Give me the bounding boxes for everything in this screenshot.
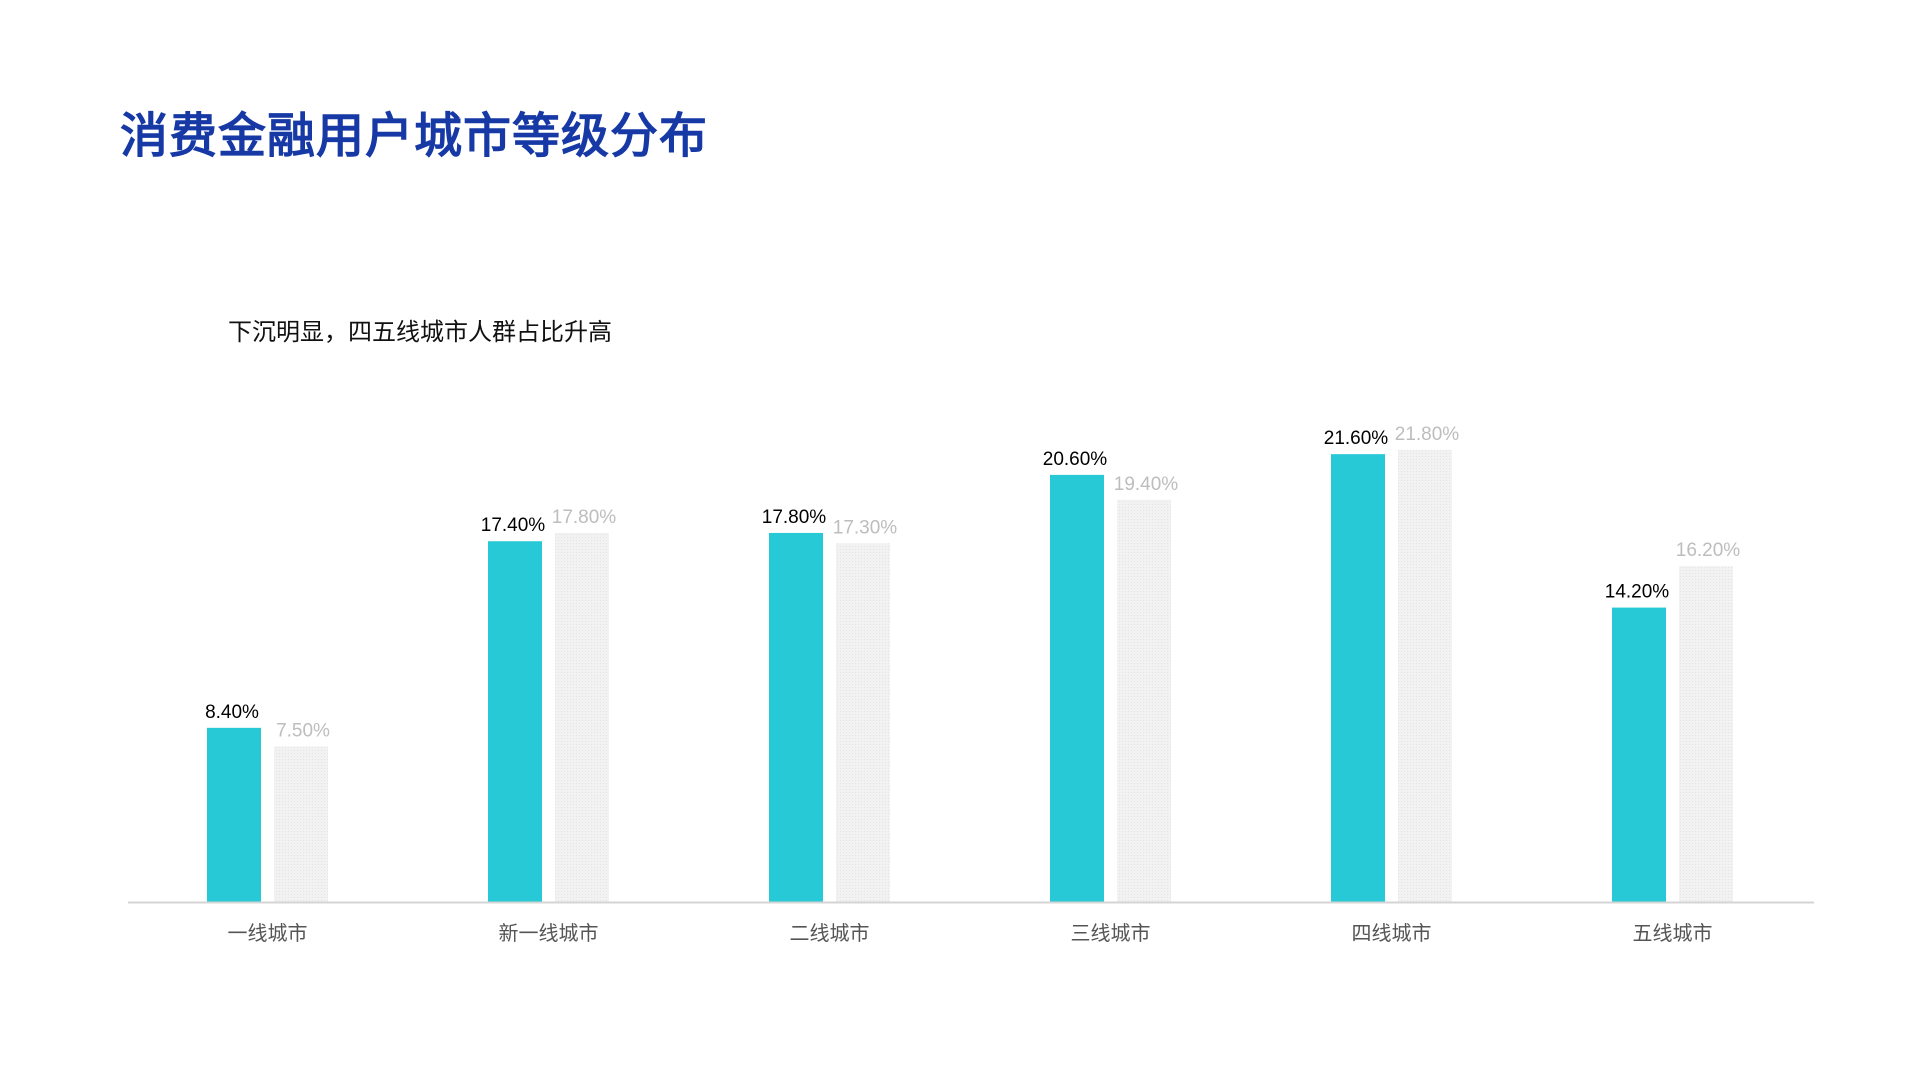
value-label-primary-4: 21.60% bbox=[1324, 428, 1389, 449]
category-label-0: 一线城市 bbox=[228, 921, 308, 945]
value-label-primary-5: 14.20% bbox=[1605, 582, 1670, 603]
value-label-secondary-3: 19.40% bbox=[1114, 474, 1179, 495]
bar-secondary-5 bbox=[1679, 566, 1733, 902]
category-label-3: 三线城市 bbox=[1071, 921, 1151, 945]
value-label-primary-1: 17.40% bbox=[481, 515, 546, 536]
category-label-5: 五线城市 bbox=[1633, 921, 1713, 945]
category-label-1: 新一线城市 bbox=[499, 921, 599, 945]
bar-primary-4 bbox=[1331, 454, 1385, 902]
bar-primary-2 bbox=[769, 532, 823, 902]
value-label-secondary-2: 17.30% bbox=[833, 517, 898, 538]
category-labels-group: 一线城市 新一线城市 二线城市 三线城市 四线城市 五线城市 bbox=[228, 921, 1713, 945]
bar-secondary-4 bbox=[1398, 450, 1452, 902]
value-labels-group: 8.40% 7.50% 17.40% 17.80% 17.80% 17.30% 20.60%… bbox=[205, 424, 1740, 741]
value-label-secondary-4: 21.80% bbox=[1395, 424, 1460, 445]
category-label-2: 二线城市 bbox=[790, 921, 870, 945]
page-title: 消费金融用户城市等级分布 bbox=[120, 108, 709, 164]
bar-secondary-2 bbox=[836, 543, 890, 902]
bar-secondary-3 bbox=[1117, 499, 1171, 902]
bars-group bbox=[207, 450, 1733, 902]
bar-primary-1 bbox=[488, 541, 542, 902]
value-label-secondary-0: 7.50% bbox=[276, 720, 330, 741]
value-label-primary-3: 20.60% bbox=[1043, 449, 1108, 470]
value-label-primary-0: 8.40% bbox=[205, 702, 259, 723]
value-label-primary-2: 17.80% bbox=[762, 507, 827, 528]
value-label-secondary-1: 17.80% bbox=[552, 507, 617, 528]
bar-primary-0 bbox=[207, 727, 261, 902]
bar-secondary-1 bbox=[555, 532, 609, 902]
bar-primary-5 bbox=[1612, 607, 1666, 902]
bar-secondary-0 bbox=[274, 746, 328, 902]
category-label-4: 四线城市 bbox=[1352, 921, 1432, 945]
chart-subtitle: 下沉明显，四五线城市人群占比升高 bbox=[228, 318, 612, 346]
bar-primary-3 bbox=[1050, 474, 1104, 902]
value-label-secondary-5: 16.20% bbox=[1676, 540, 1741, 561]
